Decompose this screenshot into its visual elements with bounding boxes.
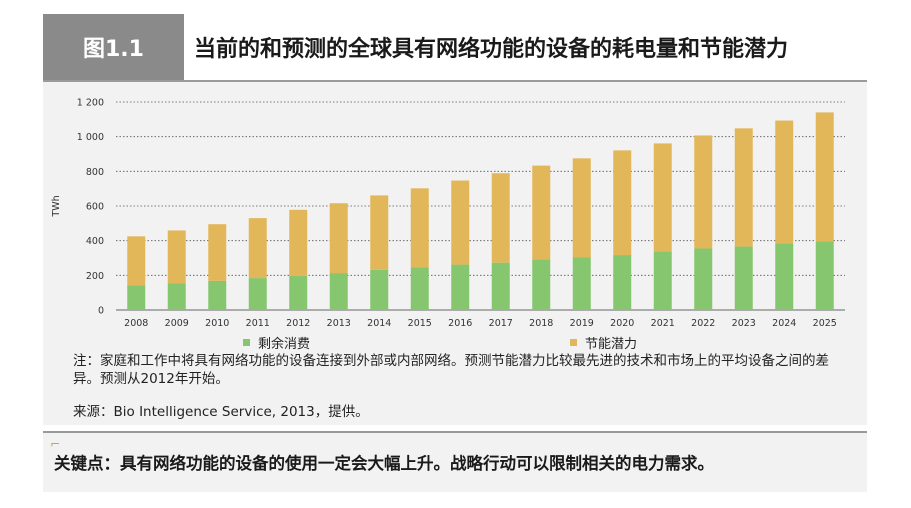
x-tick-label: 2009	[165, 318, 189, 329]
y-tick-label: 600	[86, 202, 104, 213]
bar-saving-potential	[127, 236, 146, 286]
bar-saving-potential	[532, 165, 551, 260]
bar-remaining-consumption	[370, 269, 389, 310]
takeaway-divider	[43, 431, 867, 433]
y-tick-label: 1 200	[77, 98, 104, 109]
bar-saving-potential	[734, 128, 753, 247]
bar-remaining-consumption	[329, 273, 348, 310]
y-axis-title: TWh	[51, 195, 62, 217]
chart-note: 注：家庭和工作中将具有网络功能的设备连接到外部或内部网络。预测节能潜力比较最先进…	[73, 353, 829, 387]
bar-saving-potential	[208, 224, 227, 281]
bar-remaining-consumption	[775, 243, 794, 310]
bar-saving-potential	[329, 203, 348, 274]
bar-remaining-consumption	[532, 259, 551, 310]
bar-saving-potential	[289, 209, 308, 277]
y-tick-label: 0	[98, 306, 104, 317]
bar-saving-potential	[694, 135, 713, 249]
x-tick-label: 2024	[772, 318, 796, 329]
header-divider	[43, 80, 867, 82]
bar-remaining-consumption	[694, 248, 713, 310]
x-tick-label: 2023	[732, 318, 756, 329]
bar-remaining-consumption	[208, 280, 227, 310]
bar-saving-potential	[815, 112, 834, 242]
x-tick-label: 2011	[246, 318, 270, 329]
bar-saving-potential	[410, 188, 429, 268]
chart-source: 来源：Bio Intelligence Service, 2013，提供。	[73, 404, 369, 420]
y-tick-label: 800	[86, 167, 104, 178]
bar-remaining-consumption	[491, 262, 510, 310]
x-tick-label: 2010	[205, 318, 229, 329]
x-tick-label: 2012	[286, 318, 310, 329]
bar-saving-potential	[613, 150, 632, 256]
bar-remaining-consumption	[127, 285, 146, 310]
x-tick-label: 2013	[327, 318, 351, 329]
x-tick-label: 2021	[651, 318, 675, 329]
bar-remaining-consumption	[653, 251, 672, 310]
x-tick-label: 2018	[529, 318, 553, 329]
x-tick-label: 2017	[489, 318, 513, 329]
x-tick-label: 2016	[448, 318, 472, 329]
bar-remaining-consumption	[613, 255, 632, 310]
chart-title: 当前的和预测的全球具有网络功能的设备的耗电量和节能潜力	[194, 37, 789, 62]
bar-saving-potential	[491, 173, 510, 263]
bar-remaining-consumption	[451, 264, 470, 310]
key-point-box: ⌐ 关键点：具有网络功能的设备的使用一定会大幅上升。战略行动可以限制相关的电力需…	[43, 433, 867, 492]
bar-saving-potential	[248, 218, 267, 279]
legend-swatch-green	[243, 339, 250, 346]
key-point-text: 关键点：具有网络功能的设备的使用一定会大幅上升。战略行动可以限制相关的电力需求。	[54, 454, 714, 473]
x-tick-label: 2022	[691, 318, 715, 329]
key-point-mark-icon: ⌐	[50, 437, 61, 451]
legend-label-remaining: 剩余消费	[258, 337, 311, 352]
legend-item-remaining: 剩余消费	[243, 333, 310, 352]
x-tick-label: 2025	[813, 318, 837, 329]
bar-remaining-consumption	[289, 276, 308, 310]
x-tick-label: 2008	[124, 318, 148, 329]
bar-remaining-consumption	[167, 283, 186, 310]
x-tick-label: 2019	[570, 318, 594, 329]
figure-number-tag: 图1.1	[43, 14, 184, 80]
legend-swatch-gold	[570, 339, 577, 346]
bar-remaining-consumption	[815, 241, 834, 310]
chart-panel: 0 200 400 600 800 1 000 1 200 TWh 2008 2009 2010 20…	[43, 82, 867, 425]
bar-saving-potential	[572, 158, 591, 258]
x-tick-label: 2014	[367, 318, 391, 329]
x-tick-label: 2015	[408, 318, 432, 329]
bar-remaining-consumption	[734, 246, 753, 310]
y-tick-label: 400	[86, 236, 104, 247]
bar-remaining-consumption	[410, 267, 429, 310]
bar-remaining-consumption	[248, 278, 267, 310]
x-tick-label: 2020	[610, 318, 634, 329]
bar-saving-potential	[451, 180, 470, 265]
bar-saving-potential	[653, 143, 672, 252]
stacked-bar-chart: 0 200 400 600 800 1 000 1 200 TWh 2008 2009 2010 20…	[51, 98, 845, 329]
bar-remaining-consumption	[572, 257, 591, 310]
legend-item-saving: 节能潜力	[570, 333, 637, 352]
bar-saving-potential	[370, 195, 389, 270]
y-tick-label: 200	[86, 271, 104, 282]
legend-label-saving: 节能潜力	[585, 337, 638, 352]
figure-number: 图1.1	[83, 37, 144, 62]
bar-saving-potential	[167, 230, 186, 284]
bar-saving-potential	[775, 120, 794, 244]
y-tick-label: 1 000	[77, 132, 104, 143]
